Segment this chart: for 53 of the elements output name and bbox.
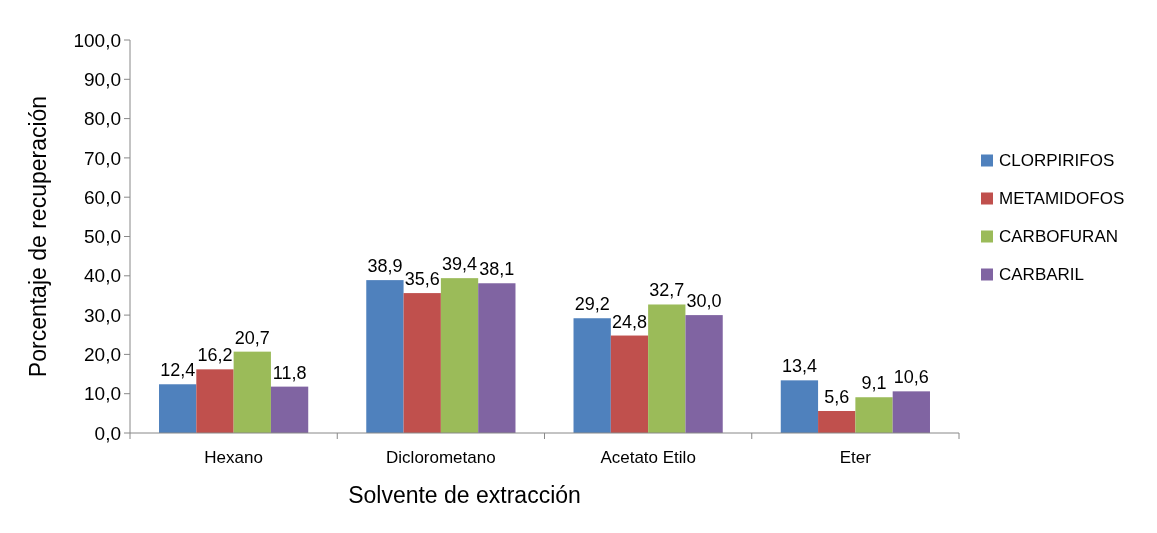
- data-label: 35,6: [404, 269, 440, 290]
- y-tick-label: 90,0: [84, 68, 121, 90]
- bar: [648, 304, 686, 433]
- bar: [270, 386, 309, 433]
- data-label: 13,4: [781, 356, 817, 377]
- y-axis-title: Porcentaje de recuperación: [25, 95, 51, 378]
- x-axis-title: Solvente de extracción: [348, 482, 581, 508]
- bar: [196, 369, 234, 433]
- data-label: 20,7: [234, 327, 270, 348]
- data-label: 30,0: [686, 291, 722, 312]
- data-label: 39,4: [442, 254, 478, 275]
- bar: [478, 283, 516, 433]
- bar: [233, 351, 271, 433]
- bar: [818, 410, 856, 433]
- data-label: 32,7: [649, 280, 685, 301]
- legend-label: CLORPIRIFOS: [999, 151, 1115, 171]
- data-label: 9,1: [861, 373, 887, 394]
- y-tick-label: 60,0: [84, 186, 121, 208]
- legend-label: CARBARIL: [999, 265, 1085, 285]
- data-label: 29,2: [574, 294, 610, 315]
- bar: [159, 384, 197, 433]
- bar: [403, 293, 441, 433]
- legend-label: METAMIDOFOS: [999, 189, 1125, 209]
- y-tick-label: 100,0: [73, 29, 121, 51]
- bar: [366, 280, 404, 433]
- y-tick-label: 30,0: [84, 304, 121, 326]
- data-label: 38,9: [367, 256, 403, 277]
- legend-label: CARBOFURAN: [999, 227, 1119, 247]
- data-label: 24,8: [611, 311, 647, 332]
- bar: [855, 397, 893, 433]
- data-label: 11,8: [272, 362, 307, 383]
- y-tick-label: 20,0: [84, 344, 121, 366]
- y-tick-label: 80,0: [84, 108, 121, 130]
- bar: [685, 315, 723, 433]
- y-tick-label: 0,0: [94, 422, 121, 444]
- x-tick-label: Acetato Etilo: [600, 448, 696, 467]
- y-tick-label: 40,0: [84, 265, 121, 287]
- data-label: 38,1: [479, 259, 515, 280]
- x-tick-label: Hexano: [204, 448, 263, 467]
- y-tick-label: 70,0: [84, 147, 121, 169]
- y-tick-label: 50,0: [84, 226, 121, 248]
- y-tick-label: 10,0: [84, 383, 121, 405]
- data-label: 16,2: [197, 345, 233, 366]
- x-tick-label: Diclorometano: [386, 448, 496, 467]
- x-tick-label: Eter: [839, 448, 872, 467]
- data-label: 12,4: [160, 360, 196, 381]
- data-label: 5,6: [824, 386, 850, 407]
- bar: [573, 318, 611, 433]
- bar: [440, 278, 479, 433]
- data-label: 10,6: [893, 367, 929, 388]
- bar: [780, 380, 819, 433]
- bar: [610, 335, 649, 433]
- bar: [892, 391, 930, 433]
